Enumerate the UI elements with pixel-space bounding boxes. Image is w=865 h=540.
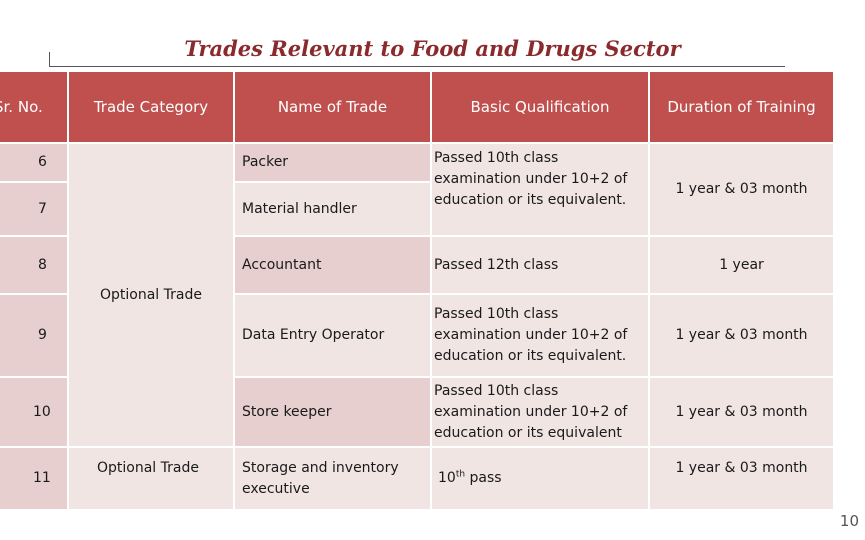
trade-category-cell: Optional Trade (69, 144, 233, 446)
duration-cell: 1 year & 03 month (650, 378, 833, 446)
qualification-line: examination under 10+2 of (434, 171, 628, 187)
duration-cell: 1 year (650, 237, 833, 293)
qualification-cell: Passed 12th class (432, 237, 648, 293)
trade-name-cell: Store keeper (235, 378, 430, 446)
sr-no-cell: 6 (0, 144, 67, 181)
trade-category-cell: Optional Trade (69, 448, 233, 509)
qualification-cell: Passed 10th class examination under 10+2… (432, 378, 648, 446)
header-name-of-trade: Name of Trade (235, 72, 430, 142)
header-sr-no-label: Sr. No. (0, 97, 43, 116)
header-duration: Duration of Training (650, 72, 833, 142)
qualification-line: education or its equivalent (434, 424, 622, 441)
duration-cell: 1 year & 03 month (650, 144, 833, 235)
header-sr-no: Sr. No. (0, 72, 67, 142)
header-trade-category: Trade Category (69, 72, 233, 142)
page-title: Trades Relevant to Food and Drugs Sector (184, 36, 681, 61)
qualification-line: Passed 10th class (434, 150, 559, 166)
trade-category-label: Optional Trade (100, 286, 202, 303)
trade-name-cell: Storage and inventory executive (235, 448, 430, 509)
sr-no-cell: 11 (0, 448, 67, 509)
trade-name-cell: Data Entry Operator (235, 295, 430, 376)
qualification-sup: th (455, 469, 466, 480)
trade-name-cell: Accountant (235, 237, 430, 293)
qualification-line: Passed 10th class (434, 382, 559, 399)
qualification-line: education or its equivalent. (434, 192, 627, 208)
sr-no-cell: 8 (0, 237, 67, 293)
qualification-base: 10 (438, 470, 456, 486)
duration-cell: 1 year & 03 month (650, 295, 833, 376)
page-number: 10 (839, 512, 859, 530)
sr-no-cell: 9 (0, 295, 67, 376)
trade-name-cell: Material handler (235, 183, 430, 235)
qualification-line: education or its equivalent. (434, 348, 627, 364)
sr-no-cell: 7 (0, 183, 67, 235)
qualification-line: examination under 10+2 of (434, 327, 628, 343)
qualification-line: Passed 10th class (434, 306, 559, 322)
trade-name-cell: Packer (235, 144, 430, 181)
qualification-cell: Passed 10th class examination under 10+2… (432, 144, 648, 235)
qualification-cell: 10th pass (432, 448, 648, 509)
sr-no-cell: 10 (0, 378, 67, 446)
qualification-cell: Passed 10th class examination under 10+2… (432, 295, 648, 376)
title-rule (49, 52, 785, 67)
duration-cell: 1 year & 03 month (650, 448, 833, 509)
qualification-line: examination under 10+2 of (434, 403, 628, 420)
header-basic-qualification: Basic Qualification (432, 72, 648, 142)
qualification-rest: pass (465, 470, 502, 486)
